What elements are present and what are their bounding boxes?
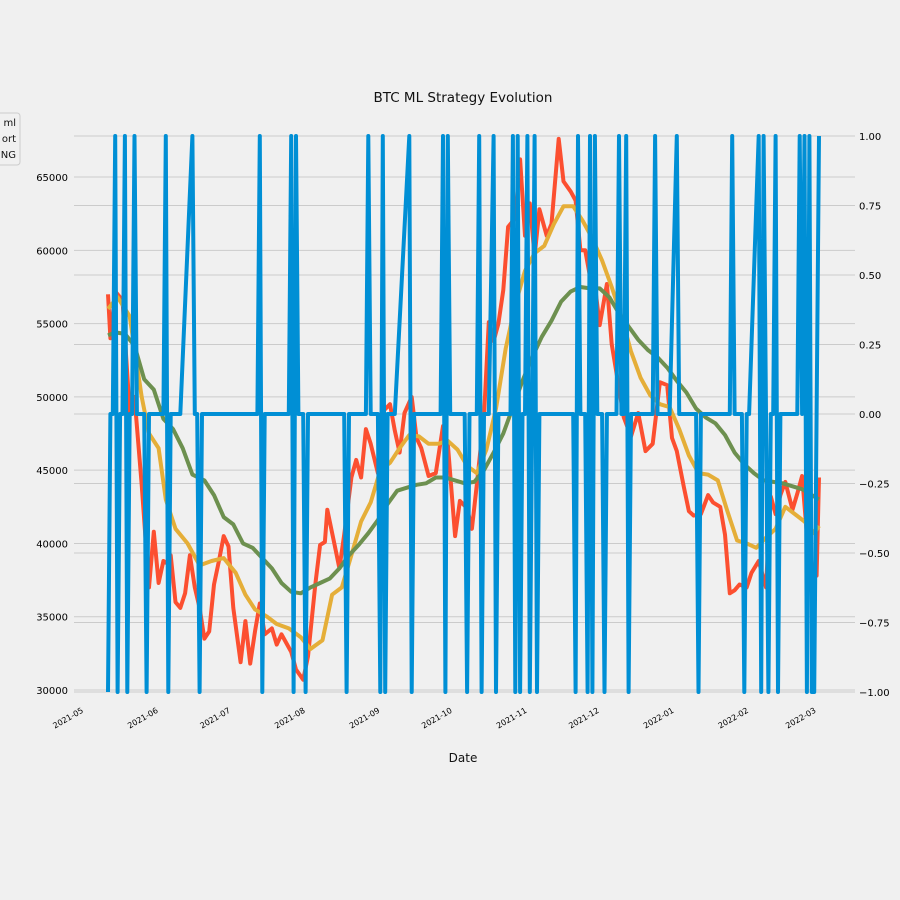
left-tick-label: 50000 — [36, 393, 68, 404]
left-tick-label: 35000 — [36, 613, 68, 624]
right-tick-label: 0.00 — [859, 410, 881, 421]
left-tick-label: 30000 — [36, 686, 68, 697]
legend-entry: ort — [2, 134, 16, 145]
left-tick-label: 55000 — [36, 320, 68, 331]
series-layer — [106, 134, 821, 694]
legend: ml ort NG — [0, 112, 21, 166]
legend-entry: ml — [3, 118, 16, 129]
left-axis: 30000 35000 40000 45000 50000 55000 60000 65000 — [36, 173, 68, 697]
right-tick-label: 0.50 — [859, 271, 881, 282]
right-tick-label: −1.00 — [859, 688, 890, 699]
right-tick-label: 0.25 — [859, 341, 881, 352]
right-tick-label: 1.00 — [859, 132, 881, 143]
right-tick-label: −0.75 — [859, 619, 890, 630]
left-tick-label: 60000 — [36, 246, 68, 257]
left-tick-label: 40000 — [36, 539, 68, 550]
left-tick-label: 65000 — [36, 173, 68, 184]
right-axis: −1.00 −0.75 −0.50 −0.25 0.00 0.25 0.50 0.75 1.00 — [859, 132, 890, 699]
series-line-1 — [106, 136, 821, 682]
left-tick-label: 45000 — [36, 466, 68, 477]
legend-entry: NG — [1, 150, 16, 161]
legend-box — [0, 112, 21, 166]
right-tick-label: 0.75 — [859, 202, 881, 213]
chart-title: BTC ML Strategy Evolution — [374, 90, 553, 106]
right-tick-label: −0.50 — [859, 549, 890, 560]
right-tick-label: −0.25 — [859, 480, 890, 491]
x-axis-title: Date — [449, 751, 478, 765]
series-line-2 — [106, 204, 821, 651]
series-line-4 — [106, 134, 821, 694]
